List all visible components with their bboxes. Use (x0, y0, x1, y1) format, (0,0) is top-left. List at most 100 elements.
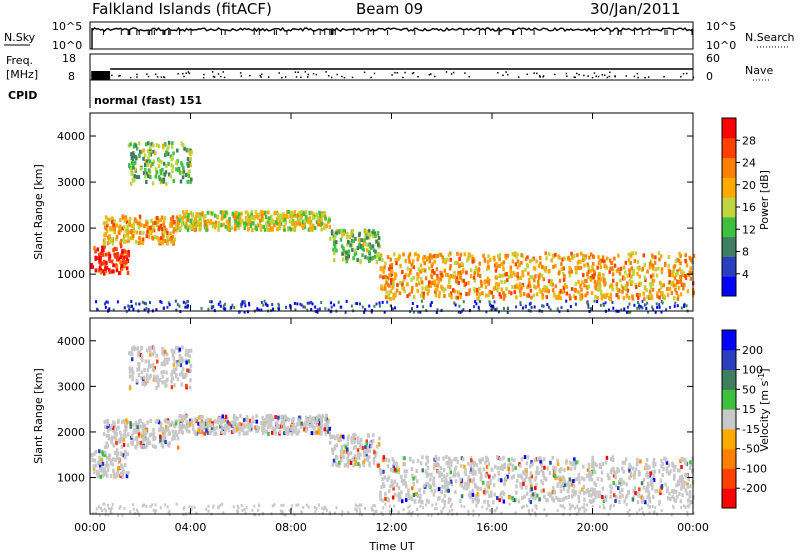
scatter-cell (449, 497, 452, 502)
scatter-cell (530, 474, 534, 479)
scatter-cell (574, 295, 577, 300)
scatter-cell (129, 421, 132, 426)
scatter-cell (643, 262, 646, 267)
scatter-cell (680, 474, 683, 479)
scatter-cell (123, 455, 127, 460)
scatter-cell (629, 310, 632, 314)
scatter-cell (195, 212, 198, 217)
scatter-cell (171, 239, 175, 244)
scatter-cell (497, 282, 501, 287)
scatter-cell (169, 174, 172, 179)
scatter-cell (423, 268, 427, 273)
scatter-cell (444, 273, 448, 278)
scatter-cell (199, 421, 202, 426)
scatter-cell (517, 499, 521, 504)
scatter-cell (302, 212, 305, 217)
scatter-cell (642, 485, 646, 490)
scatter-cell (113, 421, 116, 426)
scatter-cell (626, 294, 629, 299)
scatter-cell (370, 506, 373, 510)
scatter-cell (527, 271, 530, 276)
scatter-cell (553, 490, 557, 495)
scatter-cell (540, 468, 543, 473)
scatter-cell (382, 481, 385, 486)
scatter-cell (473, 305, 476, 309)
scatter-cell (403, 289, 406, 294)
scatter-cell (206, 425, 210, 430)
scatter-cell (145, 171, 149, 176)
scatter-cell (371, 234, 375, 239)
scatter-cell (113, 219, 116, 224)
scatter-cell (204, 418, 208, 423)
scatter-cell (278, 429, 282, 434)
scatter-cell (141, 237, 145, 242)
scatter-cell (622, 286, 625, 291)
scatter-cell (656, 488, 659, 493)
scatter-cell (453, 457, 456, 462)
scatter-cell (233, 306, 236, 310)
nave-dot (591, 76, 594, 79)
scatter-cell (419, 504, 422, 508)
scatter-cell (447, 280, 451, 285)
scatter-cell (111, 502, 114, 506)
scatter-cell (284, 513, 287, 517)
scatter-cell (260, 308, 263, 312)
scatter-cell (483, 257, 487, 262)
scatter-cell (214, 431, 218, 436)
scatter-cell (377, 441, 381, 446)
nave-dot (542, 76, 544, 78)
scatter-cell (448, 509, 451, 513)
scatter-cell (151, 235, 154, 240)
x-tick-label: 04:00 (175, 521, 207, 534)
scatter-cell (494, 308, 497, 312)
scatter-cell (285, 305, 288, 309)
scatter-cell (199, 415, 203, 420)
power-scatter (90, 140, 696, 314)
scatter-cell (635, 462, 639, 467)
scatter-cell (368, 228, 371, 233)
scatter-cell (315, 415, 319, 420)
scatter-cell (511, 467, 515, 472)
scatter-cell (568, 270, 571, 275)
scatter-cell (116, 466, 120, 471)
colorbar-segment (722, 349, 736, 371)
power-colorbar-label: Power [dB] (758, 170, 771, 230)
scatter-cell (298, 218, 302, 223)
nave-dot (554, 73, 556, 76)
scatter-cell (333, 446, 337, 451)
nave-dot (450, 73, 453, 75)
scatter-cell (370, 508, 373, 512)
scatter-cell (123, 264, 126, 269)
scatter-cell (535, 468, 539, 473)
scatter-cell (129, 230, 133, 235)
scatter-cell (176, 346, 179, 351)
scatter-cell (315, 220, 319, 225)
scatter-cell (189, 368, 192, 373)
scatter-cell (500, 279, 503, 284)
scatter-cell (346, 437, 350, 442)
scatter-cell (502, 306, 505, 310)
scatter-cell (360, 238, 363, 243)
scatter-cell (509, 269, 512, 274)
nave-dot (147, 75, 150, 78)
scatter-cell (99, 506, 102, 510)
scatter-cell (324, 423, 327, 428)
scatter-cell (390, 265, 394, 270)
scatter-cell (621, 488, 624, 493)
scatter-cell (177, 167, 180, 172)
scatter-cell (119, 505, 122, 509)
scatter-cell (686, 513, 689, 517)
scatter-cell (345, 234, 349, 239)
scatter-cell (678, 267, 682, 272)
scatter-cell (686, 510, 689, 514)
scatter-cell (419, 493, 422, 498)
scatter-cell (660, 464, 663, 469)
scatter-cell (528, 280, 531, 285)
scatter-cell (330, 301, 333, 305)
scatter-cell (178, 353, 182, 358)
scatter-cell (240, 422, 243, 427)
scatter-cell (648, 465, 651, 470)
nave-dot (614, 75, 616, 77)
scatter-cell (133, 177, 136, 182)
